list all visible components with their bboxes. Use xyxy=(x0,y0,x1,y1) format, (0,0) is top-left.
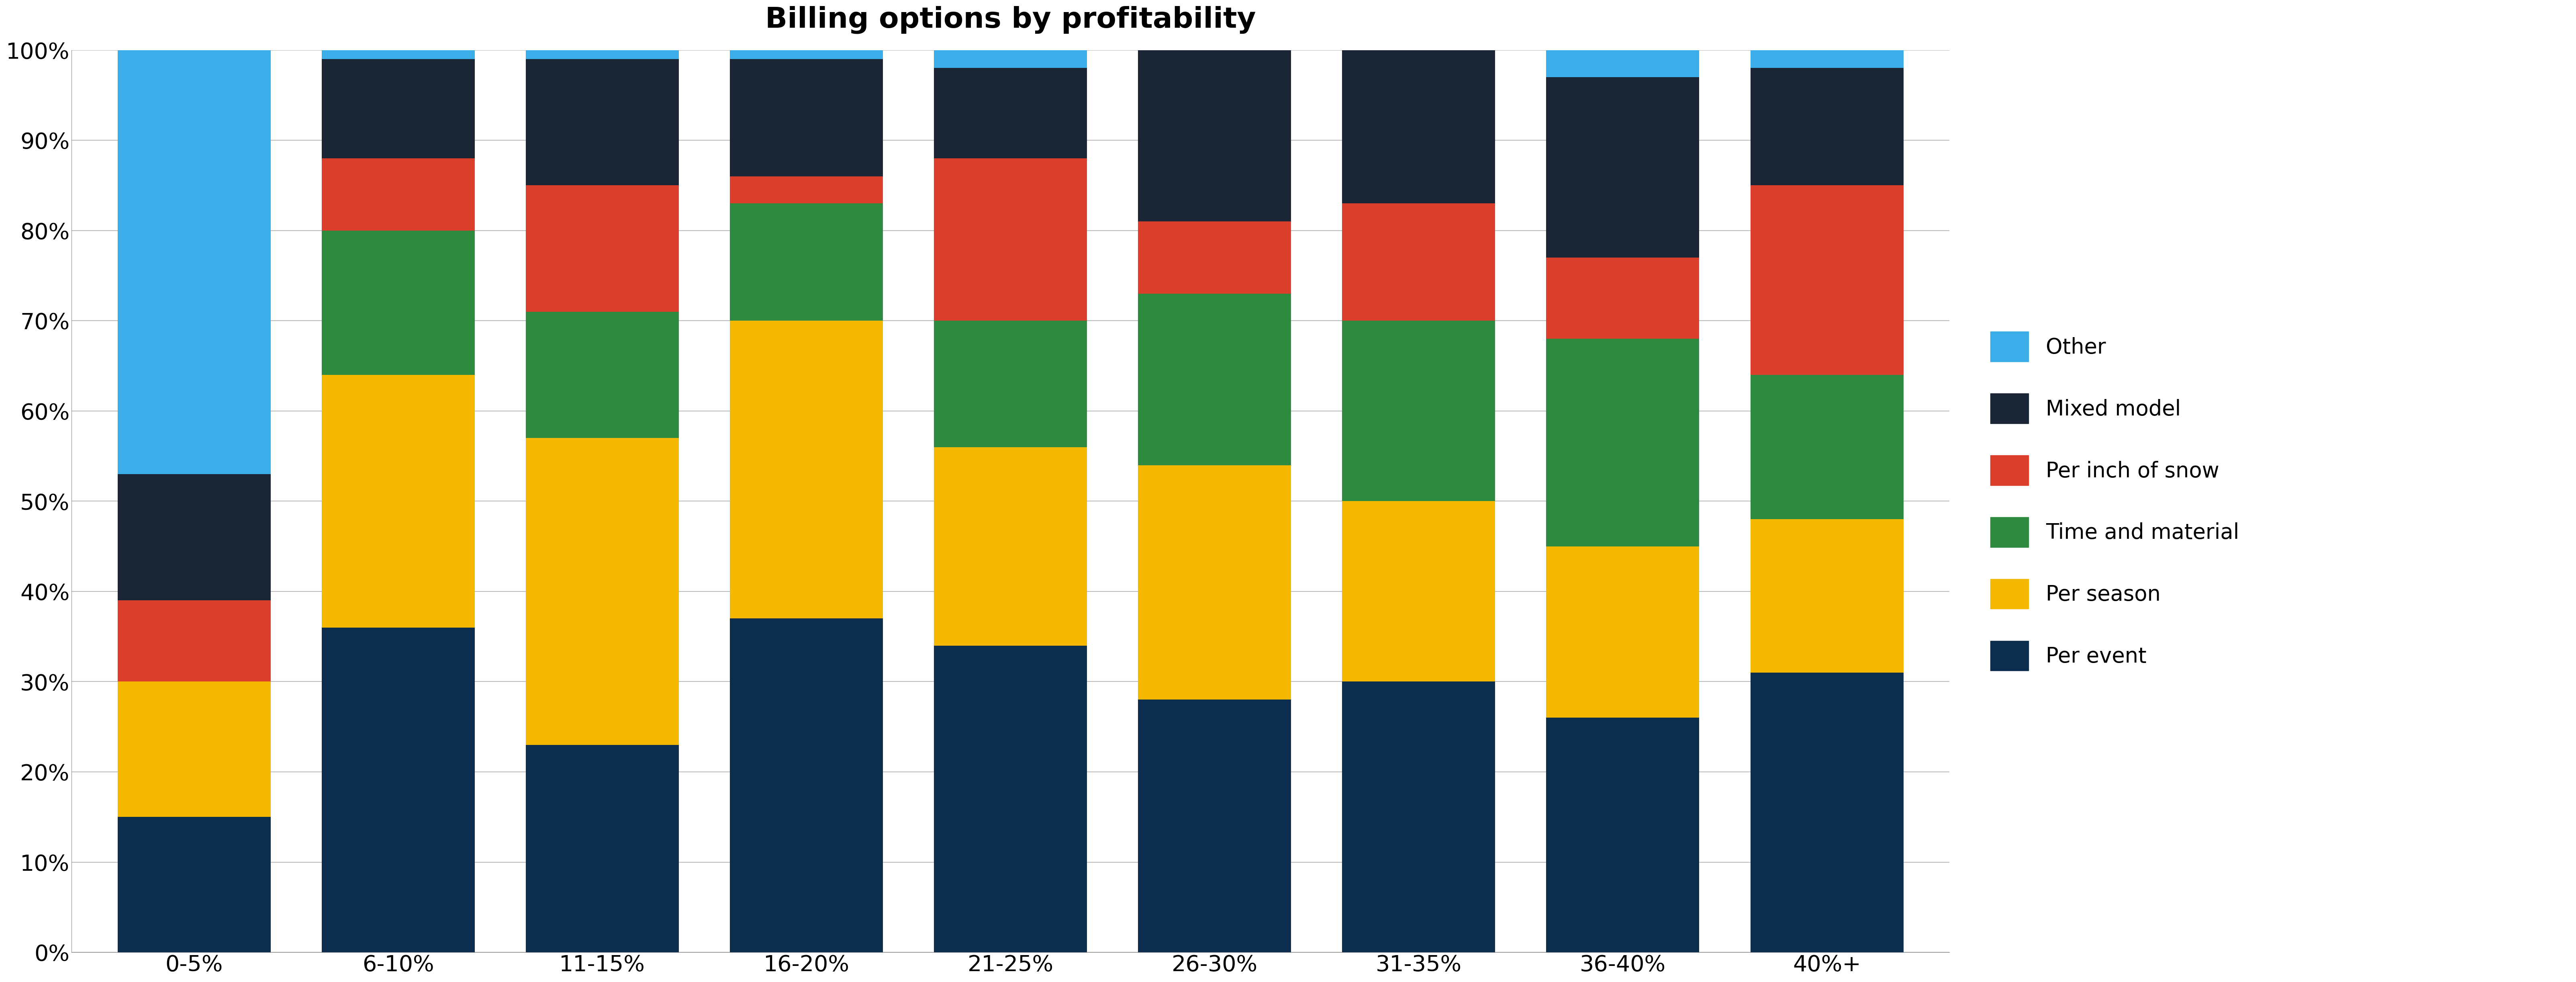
Bar xyxy=(729,203,884,321)
Bar xyxy=(526,186,680,311)
Bar xyxy=(1342,321,1494,501)
Bar xyxy=(1749,186,1904,375)
Bar xyxy=(1546,50,1700,78)
Bar xyxy=(118,50,270,474)
Bar xyxy=(1342,501,1494,682)
Bar xyxy=(1749,375,1904,519)
Bar xyxy=(322,627,474,953)
Bar xyxy=(1139,50,1291,222)
Bar xyxy=(1749,68,1904,186)
Bar xyxy=(118,474,270,600)
Bar xyxy=(322,375,474,627)
Bar xyxy=(935,645,1087,953)
Bar xyxy=(729,619,884,953)
Title: Billing options by profitability: Billing options by profitability xyxy=(765,6,1257,34)
Bar xyxy=(935,447,1087,645)
Bar xyxy=(322,59,474,158)
Bar xyxy=(322,50,474,59)
Bar xyxy=(1749,673,1904,953)
Legend: Other, Mixed model, Per inch of snow, Time and material, Per season, Per event: Other, Mixed model, Per inch of snow, Ti… xyxy=(1968,310,2259,692)
Bar xyxy=(1342,50,1494,203)
Bar xyxy=(1749,50,1904,68)
Bar xyxy=(729,177,884,203)
Bar xyxy=(729,321,884,619)
Bar xyxy=(322,158,474,231)
Bar xyxy=(526,311,680,438)
Bar xyxy=(1546,78,1700,257)
Bar xyxy=(118,600,270,682)
Bar xyxy=(1546,718,1700,953)
Bar xyxy=(118,682,270,817)
Bar xyxy=(935,158,1087,321)
Bar xyxy=(1546,339,1700,546)
Bar xyxy=(526,50,680,59)
Bar xyxy=(1139,222,1291,294)
Bar xyxy=(729,59,884,177)
Bar xyxy=(1749,519,1904,673)
Bar xyxy=(526,59,680,186)
Bar xyxy=(118,817,270,953)
Bar xyxy=(1342,203,1494,321)
Bar xyxy=(322,231,474,375)
Bar xyxy=(935,68,1087,158)
Bar xyxy=(1139,465,1291,700)
Bar xyxy=(935,50,1087,68)
Bar xyxy=(729,50,884,59)
Bar xyxy=(526,438,680,744)
Bar xyxy=(1342,682,1494,953)
Bar xyxy=(935,321,1087,447)
Bar xyxy=(1546,546,1700,718)
Bar xyxy=(1546,257,1700,339)
Bar xyxy=(1139,700,1291,953)
Bar xyxy=(1139,294,1291,465)
Bar xyxy=(526,744,680,953)
